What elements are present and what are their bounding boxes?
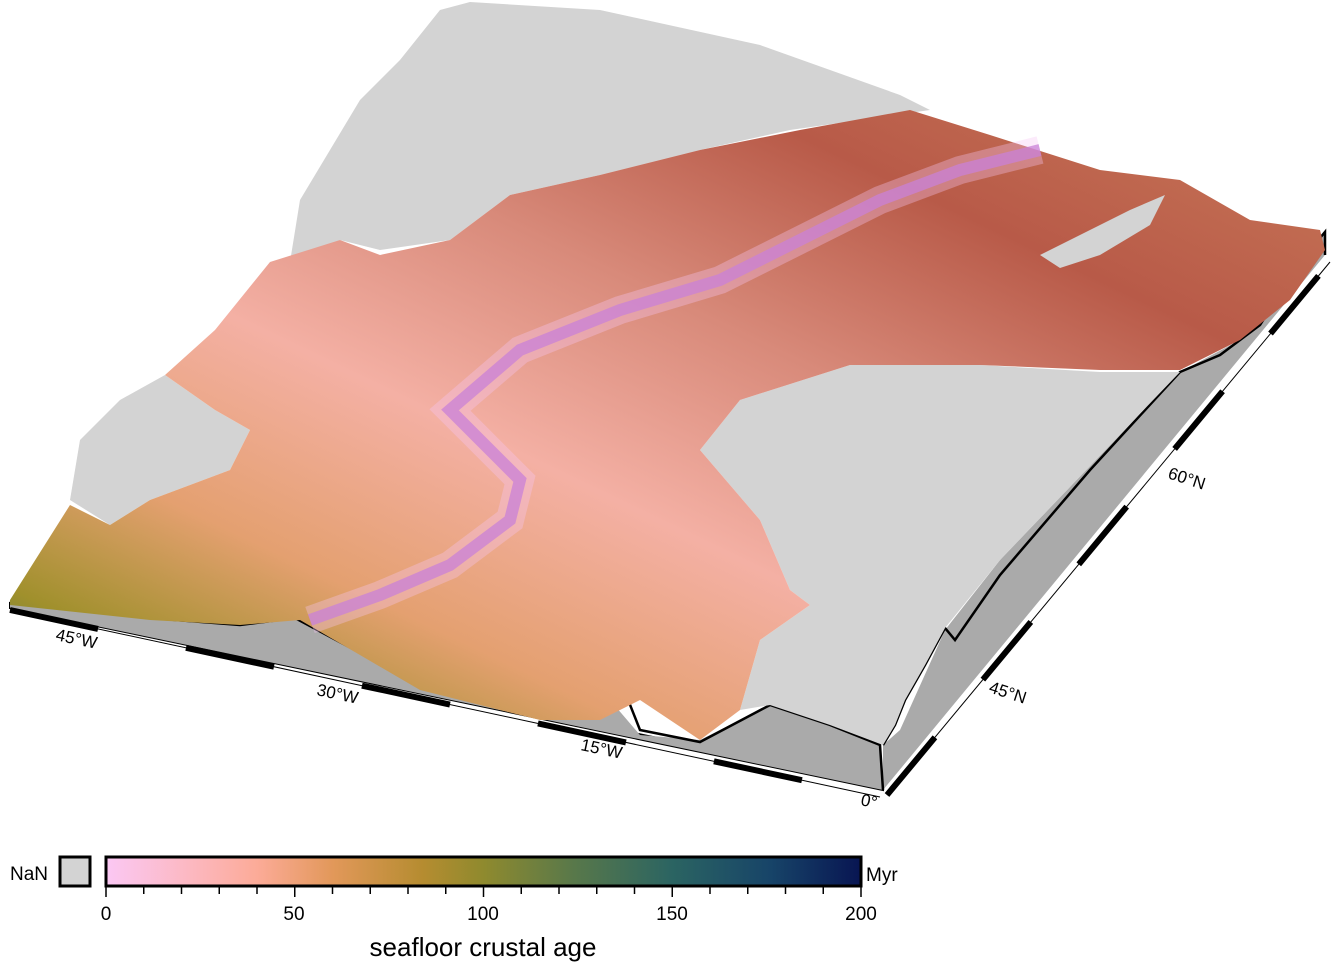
right-side-wall (883, 232, 1325, 790)
x-axis-outline (9, 609, 881, 798)
colorbar-tick-0: 0 (101, 904, 112, 925)
land-nan-north (290, 2, 930, 262)
nan-label: NaN (10, 864, 48, 885)
colorbar-tick-200: 200 (845, 904, 877, 925)
colorbar-tick-50: 50 (283, 904, 304, 925)
colorbar-unit: Myr (866, 865, 898, 886)
seafloor-age-surface (10, 110, 1325, 740)
colorbar (104, 855, 863, 888)
land-nan-west (70, 375, 250, 525)
y-label-60n: 60°N (1166, 464, 1208, 494)
colorbar-ticks (105, 887, 862, 897)
mid-atlantic-ridge (307, 144, 1042, 626)
colorbar-tick-100: 100 (467, 904, 499, 925)
nan-swatch (58, 855, 92, 888)
colorbar-tick-150: 150 (656, 904, 688, 925)
ridge-highlight (305, 136, 1044, 634)
y-axis-outline (886, 261, 1331, 796)
colorbar-title: seafloor crustal age (370, 932, 597, 962)
x-label-30w: 30°W (315, 680, 360, 707)
x-label-0: 0° (859, 790, 879, 812)
iceland-nan (1040, 195, 1165, 268)
land-nan-east (700, 365, 1180, 745)
y-label-45n: 45°N (987, 678, 1029, 708)
